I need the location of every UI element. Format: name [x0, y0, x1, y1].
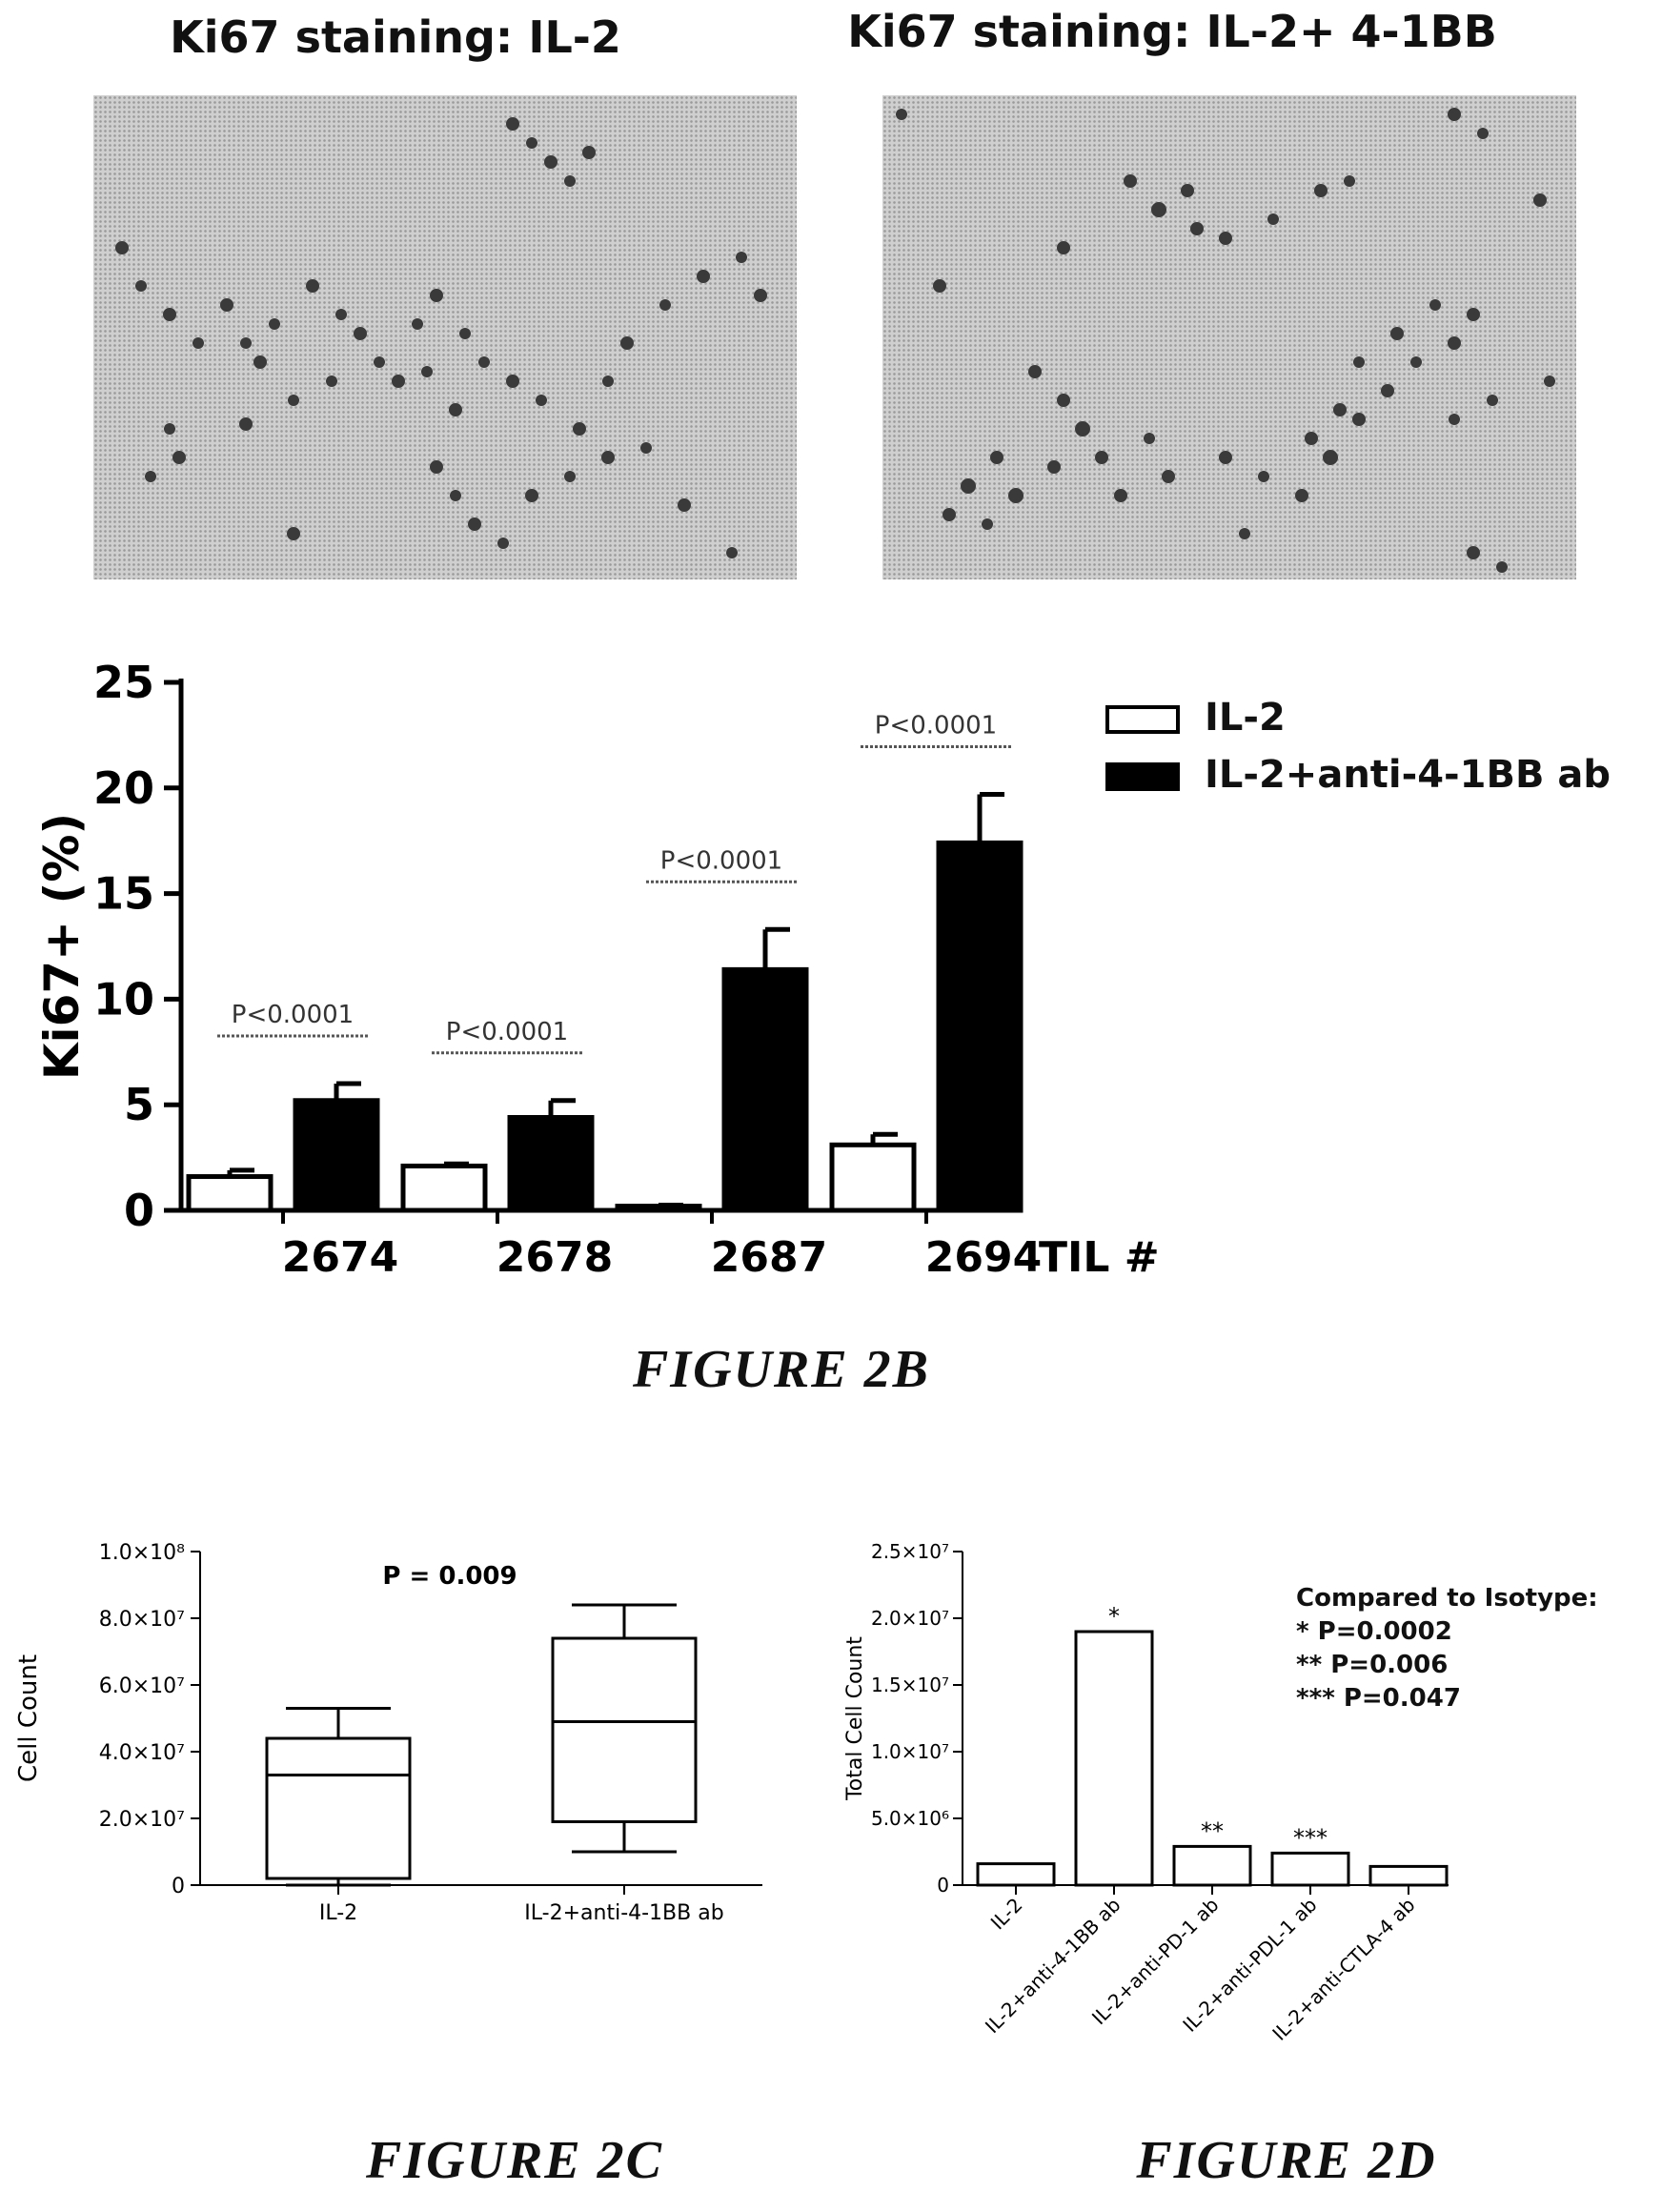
x-tick-label-2694: 2694 [925, 1233, 1042, 1282]
significance-marker: ** [1201, 1817, 1224, 1844]
p-value-title: P = 0.009 [382, 1562, 517, 1591]
x-tick-label: IL-2 [986, 1894, 1027, 1935]
micrograph-il2 [93, 95, 797, 579]
y-axis-label: Total Cell Count [843, 1636, 867, 1801]
y-axis-label: Ki67+ (%) [34, 813, 90, 1081]
x-tick-label-2687: 2687 [711, 1233, 827, 1282]
y-tick-label: 10 [93, 973, 154, 1025]
stained-cells-il2 [115, 117, 767, 558]
legend-label-il2: IL-2 [1205, 696, 1286, 740]
chart-fig2d: 0 5.0×10⁶ 1.0×10⁷ 1.5×10⁷ 2.0×10⁷ 2.5×10⁷ Tota… [843, 1540, 1449, 2045]
p-value-label: P<0.0001 [446, 1018, 568, 1046]
y-tick-label: 6.0×10⁷ [99, 1674, 185, 1698]
y-tick-label: 5 [124, 1079, 154, 1130]
p-value-label: P<0.0001 [875, 711, 997, 740]
note-p-2: ** P=0.006 [1296, 1651, 1449, 1679]
bar-IL-2+anti-PD-1 ab [1172, 1844, 1252, 1887]
y-tick-label: 1.0×10⁷ [871, 1740, 949, 1763]
y-tick-label: 0 [124, 1185, 154, 1236]
bar-IL-2+anti-CTLA-4 ab [1368, 1864, 1449, 1887]
y-axis-label: Cell Count [14, 1654, 43, 1782]
legend-item-il2: IL-2 [1105, 696, 1286, 740]
micrograph-il2-41bb [882, 95, 1576, 579]
legend-item-il2-anti41bb: IL-2+anti-4-1BB ab [1105, 753, 1611, 797]
bar-IL-2 [976, 1862, 1056, 1887]
y-tick-label: 8.0×10⁷ [99, 1608, 185, 1632]
x-tick-label-2678: 2678 [497, 1233, 613, 1282]
significance-marker: *** [1293, 1824, 1328, 1851]
bar-IL-2+anti-4-1BB ab-2687 [721, 966, 809, 1213]
legend-label-il2-anti41bb: IL-2+anti-4-1BB ab [1205, 753, 1611, 797]
significance-marker: * [1108, 1603, 1120, 1630]
p-value-label: P<0.0001 [232, 1001, 354, 1029]
micrograph-title-il2-41bb: Ki67 staining: IL-2+ 4-1BB [847, 6, 1497, 57]
x-tick-label-2674: 2674 [282, 1233, 398, 1282]
legend-swatch-open [1105, 705, 1180, 734]
bar-IL-2+anti-4-1BB ab-2694 [936, 840, 1024, 1213]
y-tick-label: 1.0×10⁸ [99, 1541, 185, 1565]
y-tick-label: 1.5×10⁷ [871, 1674, 949, 1696]
legend-swatch-filled [1105, 762, 1180, 791]
bar-IL-2+anti-4-1BB ab-2678 [507, 1114, 595, 1213]
note-p-3: *** P=0.047 [1296, 1684, 1461, 1713]
bar-IL-2-2678 [400, 1163, 488, 1213]
box-IL-2 [265, 1736, 412, 1880]
caption-figure-2c: FIGURE 2C [365, 2131, 664, 2190]
y-tick-label: 0 [172, 1875, 185, 1898]
p-value-label: P<0.0001 [660, 846, 782, 875]
bar-IL-2-2674 [186, 1174, 274, 1213]
box-IL-2+anti-4-1BB ab [551, 1636, 698, 1823]
stained-cells-il2-41bb [896, 108, 1555, 573]
bar-IL-2+anti-4-1BB ab-2674 [293, 1098, 380, 1213]
bar-IL-2+anti-4-1BB ab [1074, 1630, 1154, 1887]
x-axis-label: TIL # [1039, 1233, 1160, 1282]
note-p-1: * P=0.0002 [1296, 1617, 1452, 1646]
y-tick-label: 25 [93, 657, 154, 708]
caption-figure-2d: FIGURE 2D [1136, 2131, 1437, 2190]
bar-IL-2+anti-PDL-1 ab [1270, 1851, 1350, 1887]
micrograph-title-il2: Ki67 staining: IL-2 [170, 11, 621, 63]
y-tick-label: 2.0×10⁷ [99, 1808, 185, 1832]
chart-fig2b: 0 5 10 15 20 25 Ki67+ (%) 2674 P<0.0001 2678 P<0.0… [34, 657, 1160, 1282]
y-tick-label: 5.0×10⁶ [871, 1807, 949, 1830]
caption-figure-2b: FIGURE 2B [632, 1340, 931, 1399]
y-tick-label: 4.0×10⁷ [99, 1741, 185, 1765]
x-tick-label: IL-2+anti-4-1BB ab [524, 1901, 723, 1925]
chart-fig2c: 0 2.0×10⁷ 4.0×10⁷ 6.0×10⁷ 8.0×10⁷ 1.0×10⁸ Cell… [14, 1541, 762, 1925]
y-tick-label: 0 [937, 1874, 949, 1897]
y-tick-label: 15 [93, 868, 154, 920]
bar-IL-2-2694 [829, 1142, 917, 1213]
y-tick-label: 2.0×10⁷ [871, 1607, 949, 1630]
note-compared-to-isotype: Compared to Isotype: [1296, 1584, 1598, 1613]
x-tick-label: IL-2 [319, 1901, 357, 1925]
y-tick-label: 2.5×10⁷ [871, 1540, 949, 1563]
y-tick-label: 20 [93, 762, 154, 814]
